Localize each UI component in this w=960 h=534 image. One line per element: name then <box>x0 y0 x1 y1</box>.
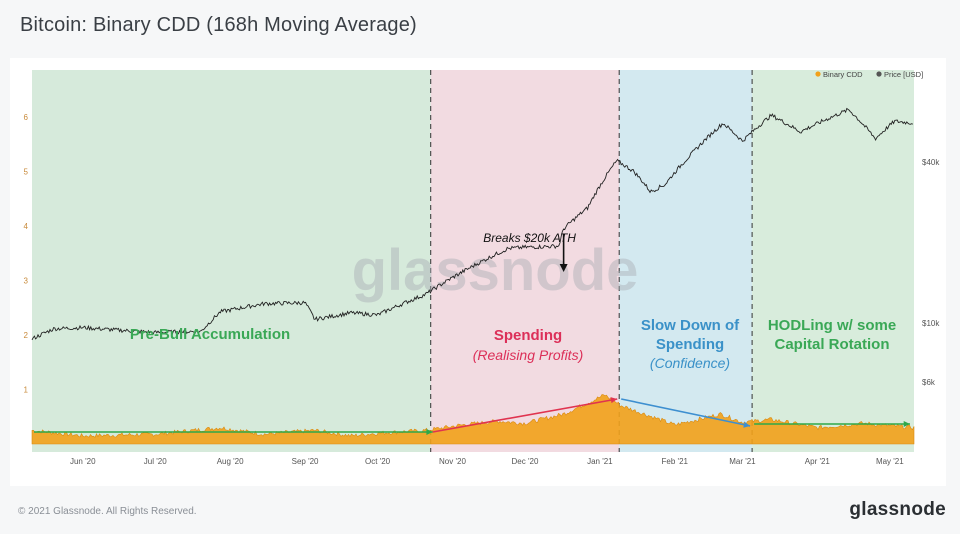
legend-swatch-binary-cdd <box>815 71 821 77</box>
legend-label-price: Price [USD] <box>884 70 923 79</box>
plot-panel: glassnode Pre-Bull Accumulation Spending (R… <box>10 58 946 486</box>
x-tick-label: Oct '20 <box>365 457 391 466</box>
x-tick-label: Feb '21 <box>662 457 689 466</box>
zone-label: HODLing w/ some Capital Rotation <box>768 317 896 353</box>
zone-sublabel: (Confidence) <box>650 355 730 371</box>
legend-label-binary-cdd: Binary CDD <box>823 70 863 79</box>
zone-label: Pre-Bull Accumulation <box>130 326 290 343</box>
footer-brand-logo: glassnode <box>849 499 946 520</box>
y-right-tick-label: $10k <box>922 319 940 328</box>
y-left-tick-label: 4 <box>24 222 29 231</box>
ath-annotation-arrow-head <box>559 264 568 272</box>
zone-band <box>430 70 620 452</box>
trend-arrow-spending-head <box>610 397 618 404</box>
x-tick-label: Jan '21 <box>587 457 613 466</box>
y-right-tick-label: $40k <box>922 158 940 167</box>
price-line-series <box>31 107 913 341</box>
zone-band <box>619 70 753 452</box>
y-left-tick-label: 3 <box>24 277 29 286</box>
chart-title: Bitcoin: Binary CDD (168h Moving Average… <box>20 14 417 36</box>
trend-arrow-slowdown <box>621 398 751 427</box>
x-tick-label: Nov '20 <box>439 457 466 466</box>
y-left-tick-label: 6 <box>24 113 29 122</box>
trend-arrow-hodl-head <box>903 420 910 428</box>
footer-copyright: © 2021 Glassnode. All Rights Reserved. <box>18 506 197 517</box>
legend-swatch-price <box>876 71 882 77</box>
zone-band <box>32 70 431 452</box>
x-tick-label: Apr '21 <box>805 457 831 466</box>
cdd-area-series <box>31 394 915 445</box>
trend-arrow-slowdown-head <box>743 421 751 428</box>
x-tick-label: May '21 <box>876 457 904 466</box>
chart-svg: glassnode Pre-Bull Accumulation Spending (R… <box>24 70 940 466</box>
watermark-text: glassnode <box>352 238 639 303</box>
trend-arrow-spending <box>432 398 618 433</box>
y-left-tick-label: 1 <box>24 386 29 395</box>
y-right-tick-label: $6k <box>922 378 936 387</box>
y-left-tick-label: 5 <box>24 168 29 177</box>
trend-arrow-accumulation-head <box>426 428 433 436</box>
x-tick-label: Mar '21 <box>729 457 756 466</box>
zone-label: Slow Down of Spending <box>641 317 740 353</box>
x-tick-label: Sep '20 <box>292 457 319 466</box>
y-left-tick-label: 2 <box>24 331 29 340</box>
zone-label: Spending <box>494 327 562 344</box>
x-tick-label: Dec '20 <box>512 457 539 466</box>
zone-band <box>752 70 914 452</box>
x-tick-label: Aug '20 <box>217 457 244 466</box>
x-tick-label: Jul '20 <box>144 457 167 466</box>
zone-sublabel: (Realising Profits) <box>473 347 583 363</box>
x-tick-label: Jun '20 <box>70 457 96 466</box>
ath-annotation-text: Breaks $20k ATH <box>483 231 576 245</box>
